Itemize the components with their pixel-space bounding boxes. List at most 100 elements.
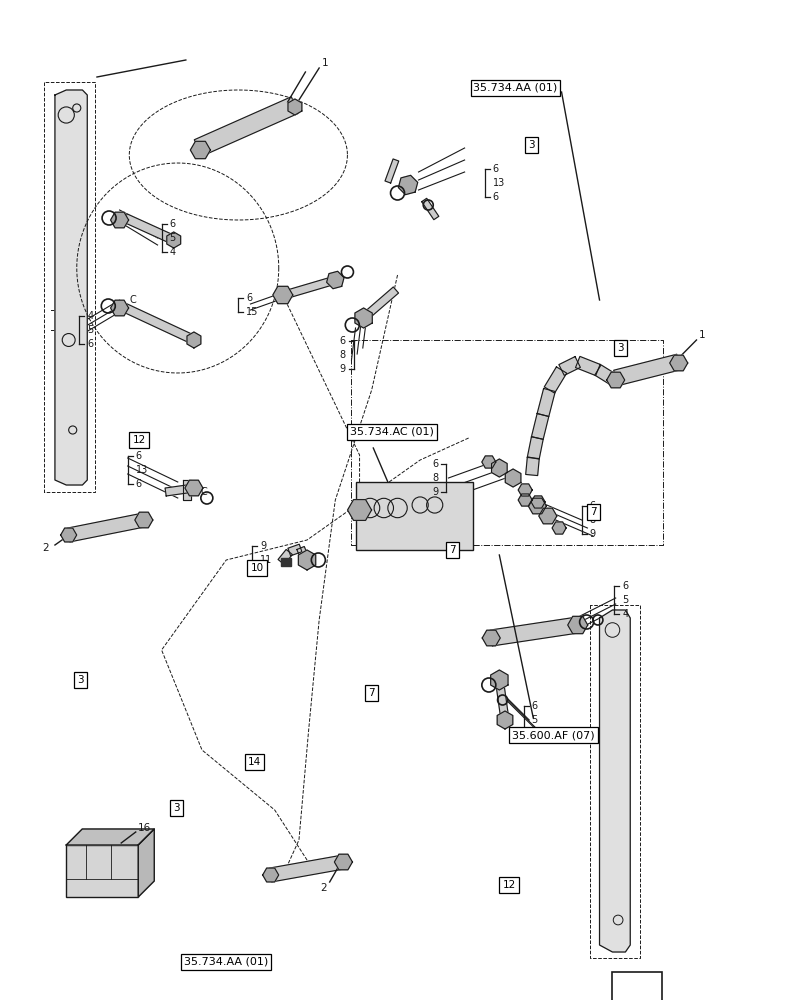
Polygon shape — [531, 496, 545, 508]
FancyBboxPatch shape — [356, 482, 473, 550]
Text: 2: 2 — [42, 543, 48, 553]
Polygon shape — [361, 287, 398, 321]
Text: 8: 8 — [340, 350, 346, 360]
Text: C: C — [129, 295, 136, 305]
Polygon shape — [191, 141, 210, 159]
Polygon shape — [607, 372, 625, 388]
Polygon shape — [575, 356, 600, 376]
Text: 3: 3 — [528, 140, 535, 150]
Text: 1: 1 — [322, 58, 328, 68]
Polygon shape — [124, 304, 196, 344]
Polygon shape — [539, 508, 557, 524]
Text: 6: 6 — [493, 192, 499, 202]
Polygon shape — [355, 308, 372, 328]
Text: 3: 3 — [78, 675, 84, 685]
Text: 10: 10 — [250, 563, 263, 573]
Polygon shape — [347, 500, 372, 520]
Polygon shape — [335, 854, 352, 870]
Text: 6: 6 — [87, 339, 93, 349]
Text: 16: 16 — [137, 823, 150, 833]
Polygon shape — [298, 550, 316, 570]
Polygon shape — [269, 855, 345, 882]
Polygon shape — [326, 271, 344, 289]
Polygon shape — [111, 300, 128, 316]
Text: 9: 9 — [260, 541, 266, 551]
Polygon shape — [67, 513, 145, 542]
Text: 3: 3 — [617, 343, 624, 353]
Text: 15: 15 — [246, 307, 259, 317]
Polygon shape — [297, 547, 309, 561]
Text: 2: 2 — [321, 883, 327, 893]
FancyBboxPatch shape — [66, 845, 138, 897]
Text: 35.600.AF (07): 35.600.AF (07) — [512, 730, 595, 740]
Polygon shape — [138, 829, 154, 897]
Polygon shape — [288, 544, 302, 556]
Polygon shape — [187, 332, 201, 348]
Text: 5: 5 — [87, 325, 94, 335]
Text: 35.734.AA (01): 35.734.AA (01) — [473, 83, 558, 93]
Polygon shape — [595, 365, 617, 385]
Polygon shape — [532, 414, 549, 439]
Text: 35.734.AA (01): 35.734.AA (01) — [184, 957, 268, 967]
Polygon shape — [194, 97, 299, 156]
Text: 6: 6 — [260, 569, 266, 579]
Polygon shape — [61, 528, 77, 542]
Polygon shape — [559, 357, 580, 375]
Polygon shape — [495, 679, 509, 721]
Polygon shape — [614, 354, 680, 386]
Polygon shape — [545, 367, 566, 393]
Text: 6: 6 — [136, 479, 141, 489]
Polygon shape — [111, 212, 128, 228]
Polygon shape — [284, 276, 336, 299]
Text: 4: 4 — [532, 729, 537, 739]
Polygon shape — [526, 457, 539, 476]
Text: 6: 6 — [590, 501, 595, 511]
Text: 6: 6 — [432, 459, 438, 469]
Polygon shape — [490, 617, 579, 646]
Text: C: C — [200, 487, 207, 497]
Text: 7: 7 — [449, 545, 456, 555]
Text: 14: 14 — [248, 757, 261, 767]
Polygon shape — [124, 214, 175, 244]
Text: 1: 1 — [699, 330, 705, 340]
Text: 6: 6 — [532, 701, 537, 711]
Polygon shape — [568, 616, 587, 634]
Text: 13: 13 — [136, 465, 148, 475]
Text: 4: 4 — [170, 247, 175, 257]
Polygon shape — [278, 549, 292, 565]
Polygon shape — [55, 90, 87, 485]
Text: 11: 11 — [260, 555, 272, 565]
Polygon shape — [600, 610, 630, 952]
Text: 4: 4 — [622, 609, 628, 619]
Text: 7: 7 — [591, 507, 597, 517]
Text: 3: 3 — [173, 803, 179, 813]
Polygon shape — [491, 459, 507, 477]
Text: 8: 8 — [590, 515, 595, 525]
Text: 9: 9 — [432, 487, 438, 497]
Text: 6: 6 — [246, 293, 252, 303]
Text: 6: 6 — [493, 164, 499, 174]
Text: 35.734.AC (01): 35.734.AC (01) — [350, 427, 434, 437]
Polygon shape — [482, 456, 496, 468]
Polygon shape — [497, 711, 513, 729]
Polygon shape — [281, 558, 291, 566]
Polygon shape — [518, 494, 532, 506]
Polygon shape — [398, 175, 418, 195]
Text: 12: 12 — [503, 880, 516, 890]
Polygon shape — [528, 437, 543, 459]
Text: 5: 5 — [532, 715, 538, 725]
Polygon shape — [490, 670, 508, 690]
Polygon shape — [505, 469, 521, 487]
Polygon shape — [263, 868, 279, 882]
Polygon shape — [422, 198, 439, 220]
Polygon shape — [670, 355, 688, 371]
Polygon shape — [518, 484, 532, 496]
Polygon shape — [482, 630, 500, 646]
Text: 5: 5 — [622, 595, 629, 605]
Text: 6: 6 — [340, 336, 346, 346]
Polygon shape — [165, 484, 195, 496]
Polygon shape — [166, 232, 181, 248]
Text: 6: 6 — [622, 581, 628, 591]
Polygon shape — [135, 512, 153, 528]
Text: 13: 13 — [493, 178, 505, 188]
